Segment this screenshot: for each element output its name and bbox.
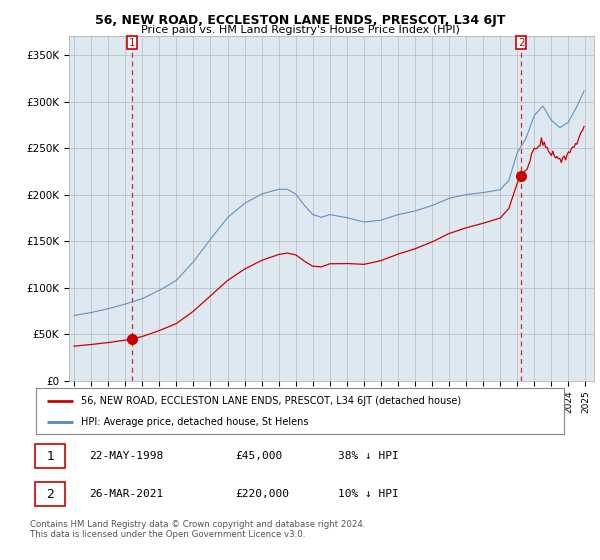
Text: 2: 2 — [46, 488, 54, 501]
Text: 1: 1 — [128, 38, 135, 48]
FancyBboxPatch shape — [35, 482, 65, 506]
Text: 56, NEW ROAD, ECCLESTON LANE ENDS, PRESCOT, L34 6JT (detached house): 56, NEW ROAD, ECCLESTON LANE ENDS, PRESC… — [81, 396, 461, 406]
Text: Price paid vs. HM Land Registry's House Price Index (HPI): Price paid vs. HM Land Registry's House … — [140, 25, 460, 35]
Text: 2: 2 — [518, 38, 524, 48]
Text: 38% ↓ HPI: 38% ↓ HPI — [338, 451, 398, 461]
Text: 22-MAY-1998: 22-MAY-1998 — [89, 451, 164, 461]
Text: £45,000: £45,000 — [235, 451, 283, 461]
Text: 1: 1 — [46, 450, 54, 463]
Text: 10% ↓ HPI: 10% ↓ HPI — [338, 489, 398, 499]
Text: Contains HM Land Registry data © Crown copyright and database right 2024.
This d: Contains HM Land Registry data © Crown c… — [30, 520, 365, 539]
Text: HPI: Average price, detached house, St Helens: HPI: Average price, detached house, St H… — [81, 417, 308, 427]
Text: 26-MAR-2021: 26-MAR-2021 — [89, 489, 164, 499]
Text: 56, NEW ROAD, ECCLESTON LANE ENDS, PRESCOT, L34 6JT: 56, NEW ROAD, ECCLESTON LANE ENDS, PRESC… — [95, 14, 505, 27]
FancyBboxPatch shape — [35, 444, 65, 468]
Text: £220,000: £220,000 — [235, 489, 289, 499]
